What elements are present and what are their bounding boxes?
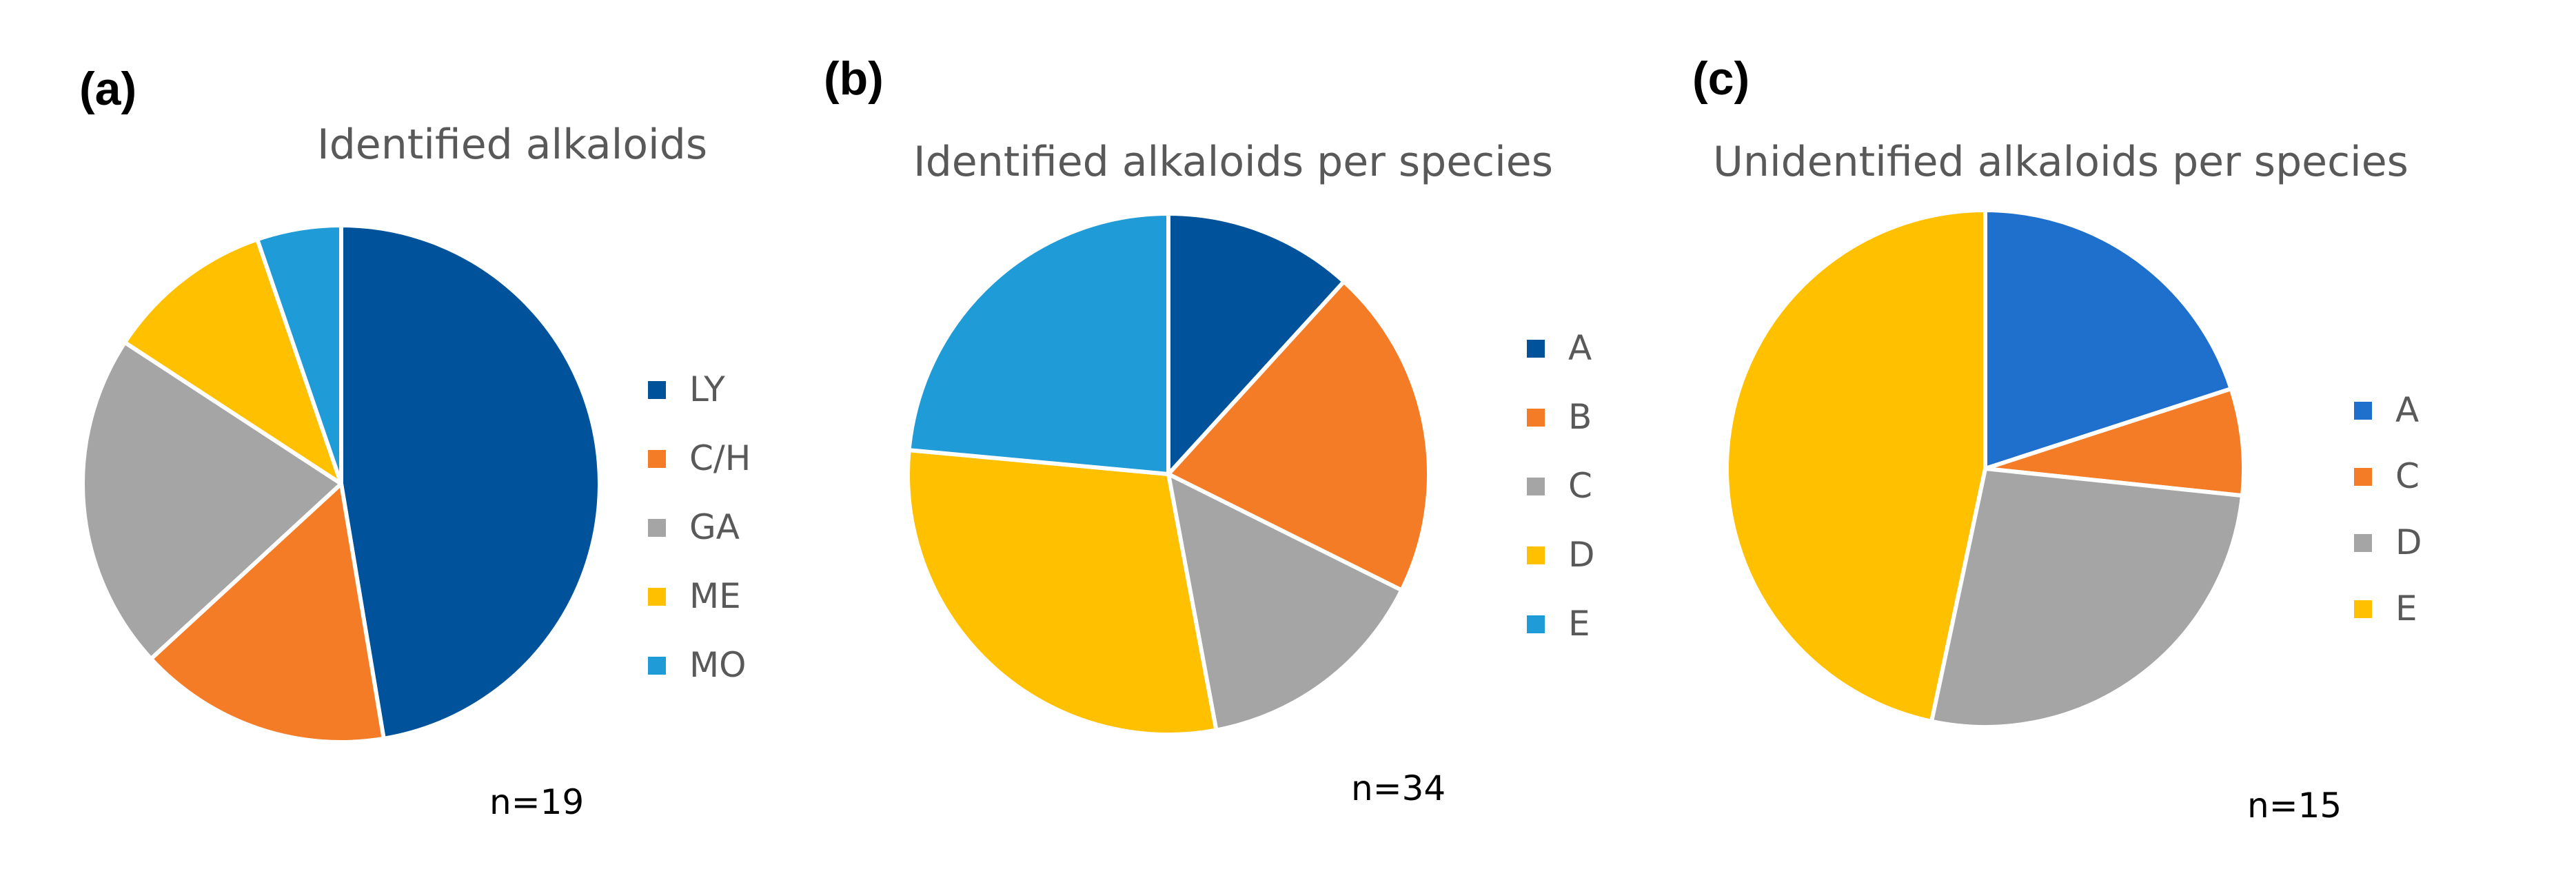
sample-size-c: n=15: [2247, 786, 2342, 826]
legend-label: E: [2395, 589, 2417, 628]
chart-title-b: Identified alkaloids per species: [913, 138, 1553, 186]
legend-label: A: [1568, 328, 1592, 368]
legend-swatch: [648, 519, 666, 537]
pie-chart-c: [1725, 208, 2246, 729]
pie-slice-ga: [81, 340, 343, 661]
sample-size-a: n=19: [489, 782, 585, 822]
legend-swatch: [648, 381, 666, 399]
legend-swatch: [1527, 615, 1545, 633]
legend-swatch: [648, 657, 666, 675]
pie-chart-a: [81, 223, 602, 744]
legend-swatch: [2354, 534, 2372, 552]
pie-slice-c: [1166, 472, 1404, 733]
legend-label: MO: [689, 645, 747, 685]
pie-slice-me: [123, 237, 343, 486]
pie-slice-ly: [339, 223, 602, 741]
legend-label: B: [1568, 397, 1592, 437]
pie-slice-c-h: [149, 482, 386, 744]
legend-label: ME: [689, 576, 741, 616]
legend-swatch: [648, 450, 666, 468]
pie-slice-e: [1725, 208, 1987, 724]
pie-slice-b: [1166, 279, 1431, 593]
panel-label-c: (c): [1692, 52, 1750, 105]
pie-slice-a: [1983, 208, 2233, 471]
chart-title-a: Identified alkaloids: [317, 121, 708, 169]
legend-label: C/H: [689, 438, 751, 478]
legend-label: D: [2395, 522, 2422, 562]
pie-slice-mo: [255, 223, 343, 486]
pie-slice-c: [1983, 387, 2246, 498]
legend-label: GA: [689, 507, 740, 547]
legend-swatch: [1527, 340, 1545, 358]
legend-label: C: [1568, 466, 1592, 506]
legend-label: LY: [689, 369, 725, 409]
legend-label: A: [2395, 390, 2420, 430]
panel-label-a: (a): [79, 63, 137, 115]
pie-chart-b: [906, 212, 1431, 737]
legend-swatch: [1527, 478, 1545, 495]
legend-label: D: [1568, 535, 1595, 575]
panel-label-b: (b): [824, 52, 884, 105]
legend-label: C: [2395, 456, 2420, 496]
pie-slice-e: [906, 212, 1170, 476]
pie-slice-d: [1929, 467, 2244, 729]
legend-swatch: [1527, 546, 1545, 564]
legend-swatch: [1527, 409, 1545, 427]
sample-size-b: n=34: [1351, 768, 1446, 808]
legend-swatch: [2354, 600, 2372, 618]
legend-swatch: [2354, 468, 2372, 486]
legend-swatch: [648, 588, 666, 606]
legend-swatch: [2354, 402, 2372, 420]
chart-title-c: Unidentified alkaloids per species: [1713, 138, 2408, 186]
pie-slice-a: [1166, 212, 1346, 476]
pie-slice-d: [906, 448, 1219, 737]
legend-label: E: [1568, 604, 1590, 644]
